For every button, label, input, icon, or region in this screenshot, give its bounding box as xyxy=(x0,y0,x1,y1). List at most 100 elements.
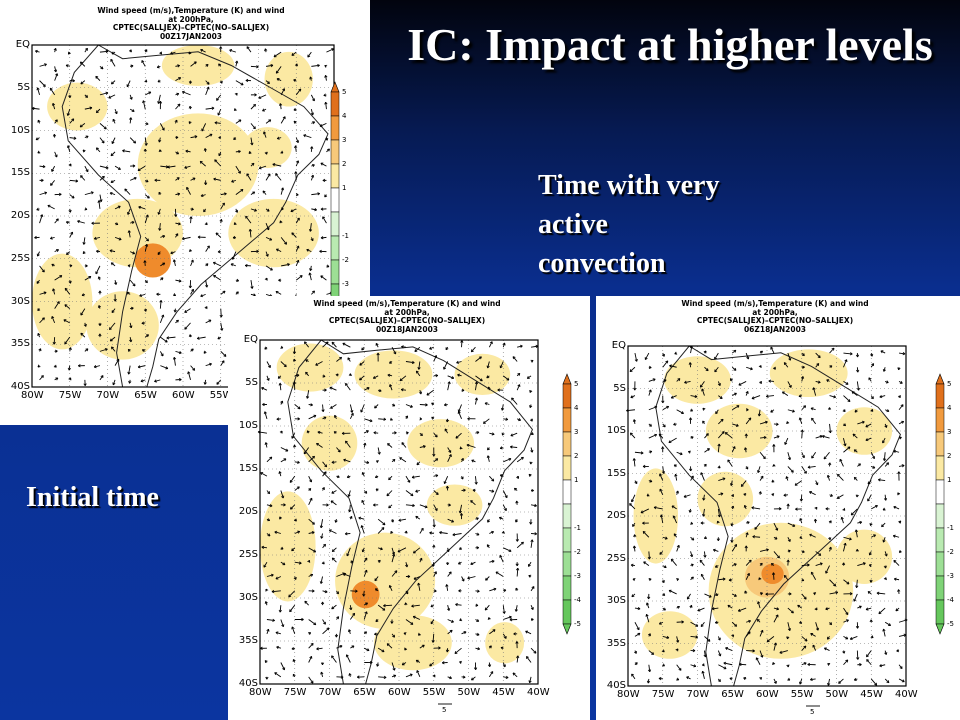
wind-arrowhead xyxy=(283,364,287,368)
wind-arrowhead xyxy=(282,562,286,566)
lat-tick-label: 30S xyxy=(238,592,258,603)
wind-arrowhead xyxy=(773,642,777,646)
lat-tick-label: 5S xyxy=(613,382,626,394)
wind-arrowhead xyxy=(383,604,386,608)
wind-vector xyxy=(216,94,222,101)
wind-vector xyxy=(629,503,636,510)
wind-arrowhead xyxy=(899,380,903,384)
wind-arrowhead xyxy=(77,219,80,224)
wind-vector xyxy=(458,411,462,420)
wind-arrowhead xyxy=(801,578,805,582)
wind-arrowhead xyxy=(899,436,902,440)
wind-arrowhead xyxy=(642,521,645,525)
wind-vector xyxy=(898,634,907,637)
wind-vector xyxy=(96,147,101,153)
wind-arrowhead xyxy=(52,288,56,292)
anomaly-shading xyxy=(161,44,235,87)
wind-arrowhead xyxy=(855,549,859,552)
wind-arrowhead xyxy=(40,375,44,379)
wind-vector xyxy=(718,431,725,439)
wind-arrowhead xyxy=(630,395,634,399)
wind-arrowhead xyxy=(80,312,84,316)
wind-arrowhead xyxy=(703,554,707,558)
wind-arrowhead xyxy=(204,182,208,185)
wind-arrowhead xyxy=(663,607,666,611)
wind-arrowhead xyxy=(728,578,732,582)
wind-arrowhead xyxy=(322,178,326,183)
wind-vector xyxy=(662,635,670,639)
wind-vector xyxy=(530,539,533,548)
anomaly-shading xyxy=(86,291,159,360)
wind-vector xyxy=(811,417,817,425)
wind-arrowhead xyxy=(781,391,785,395)
wind-arrowhead xyxy=(374,405,378,409)
wind-vector xyxy=(364,387,370,391)
wind-vector xyxy=(690,664,697,667)
wind-vector xyxy=(865,437,872,441)
anomaly-shading xyxy=(641,611,698,659)
wind-arrowhead xyxy=(471,459,475,463)
wind-arrowhead xyxy=(266,628,270,632)
wind-vector xyxy=(265,293,273,297)
wind-arrowhead xyxy=(897,589,901,592)
panel-title-line: Wind speed (m/s),Temperature (K) and win… xyxy=(681,299,869,308)
wind-arrowhead xyxy=(529,418,533,422)
wind-arrowhead xyxy=(352,612,356,616)
wind-arrowhead xyxy=(707,638,711,642)
wind-arrowhead xyxy=(649,450,653,454)
wind-arrowhead xyxy=(37,333,41,336)
wind-arrowhead xyxy=(291,646,295,651)
wind-vector xyxy=(182,91,191,96)
wind-arrowhead xyxy=(649,423,652,427)
wind-arrowhead xyxy=(382,522,386,526)
wind-arrowhead xyxy=(193,61,197,65)
colorbar-label: 1 xyxy=(342,184,347,192)
wind-arrowhead xyxy=(729,483,734,486)
wind-arrowhead xyxy=(291,626,295,630)
wind-arrowhead xyxy=(702,497,706,501)
wind-arrowhead xyxy=(744,447,748,451)
wind-arrowhead xyxy=(474,397,479,401)
wind-arrowhead xyxy=(900,404,904,408)
wind-arrowhead xyxy=(233,137,237,141)
wind-vector xyxy=(787,607,794,614)
wind-arrowhead xyxy=(36,280,40,284)
wind-arrowhead xyxy=(512,356,516,360)
wind-arrowhead xyxy=(714,369,718,373)
wind-arrowhead xyxy=(118,167,121,170)
wind-arrowhead xyxy=(664,536,668,540)
wind-vector xyxy=(214,122,221,124)
wind-arrowhead xyxy=(893,505,897,509)
wind-arrowhead xyxy=(454,651,458,654)
wind-arrowhead xyxy=(792,523,796,527)
wind-arrowhead xyxy=(842,650,846,654)
wind-arrowhead xyxy=(825,570,829,574)
wind-vector xyxy=(322,216,327,224)
wind-arrowhead xyxy=(517,372,521,376)
wind-arrowhead xyxy=(188,334,193,338)
wind-vector xyxy=(361,525,365,534)
wind-vector xyxy=(258,165,267,169)
wind-arrowhead xyxy=(486,455,490,459)
wind-vector xyxy=(175,279,182,282)
wind-arrowhead xyxy=(800,429,804,433)
wind-vector xyxy=(829,591,838,595)
wind-arrowhead xyxy=(515,587,519,591)
wind-arrowhead xyxy=(812,644,816,648)
wind-arrowhead xyxy=(264,601,268,604)
colorbar-segment xyxy=(330,139,340,165)
wind-arrowhead xyxy=(788,592,792,596)
lat-tick-label: 30S xyxy=(10,295,30,307)
wind-arrowhead xyxy=(246,173,250,177)
wind-arrowhead xyxy=(321,561,325,565)
wind-vector xyxy=(401,389,407,391)
wind-vector xyxy=(308,497,313,506)
wind-arrowhead xyxy=(435,458,439,462)
wind-vector xyxy=(217,108,222,116)
wind-arrowhead xyxy=(270,63,274,68)
wind-vector xyxy=(114,205,121,210)
lat-tick-label: 10S xyxy=(238,420,258,431)
wind-vector xyxy=(884,494,887,501)
wind-arrowhead xyxy=(819,562,823,566)
colorbar-segment xyxy=(935,479,945,505)
